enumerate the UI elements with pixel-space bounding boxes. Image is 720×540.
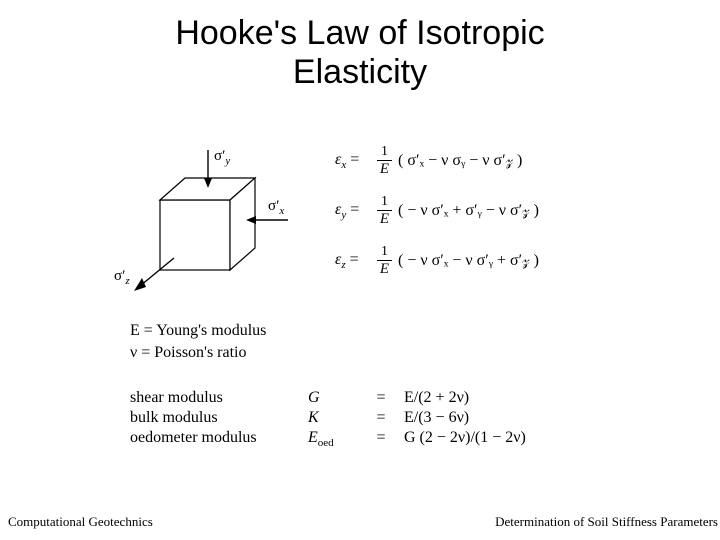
numerator: 1 [377,245,392,261]
modulus-symbol: Eoed [308,428,366,450]
modulus-name: shear modulus [130,388,308,408]
sigma-prime: σ′ [114,268,125,284]
modulus-symbol: G [308,388,366,408]
row-bulk-modulus: bulk modulus K = E/(3 − 6ν) [130,408,534,428]
denominator: E [380,261,389,277]
equals-sign: = [366,388,404,408]
sub-y: y [341,209,346,221]
sub-z: z [341,259,345,271]
numerator: 1 [377,145,392,161]
def-youngs-modulus: E = Young's modulus [130,320,266,342]
footer-right: Determination of Soil Stiffness Paramete… [495,514,718,530]
equals-sign: = [366,408,404,428]
slide-title: Hooke's Law of Isotropic Elasticity [0,0,720,92]
modulus-name: oedometer modulus [130,428,308,450]
fraction-1-over-E: 1 E [377,245,392,277]
sub-x: x [279,205,284,217]
footer-left: Computational Geotechnics [8,514,153,530]
title-line-1: Hooke's Law of Isotropic [175,14,544,52]
stress-cube-diagram: σ′y σ′x σ′z [120,150,290,305]
modulus-symbol: K [308,408,366,428]
equation-body: ( − ν σ′ₓ + σ′ᵧ − ν σ′𝓏 ) [398,202,539,220]
modulus-formula: G (2 − 2ν)/(1 − 2ν) [404,428,534,450]
modulus-name: bulk modulus [130,408,308,428]
sub-oed: oed [318,437,334,449]
numerator: 1 [377,195,392,211]
constant-definitions: E = Young's modulus ν = Poisson's ratio [130,320,266,365]
sym-e: E [308,429,318,446]
equals-sign: = [366,428,404,450]
equation-body: ( σ′ₓ − ν σᵧ − ν σ′𝓏 ) [398,152,522,170]
sub-y: y [225,155,230,167]
sigma-prime: σ′ [268,198,279,214]
row-shear-modulus: shear modulus G = E/(2 + 2ν) [130,388,534,408]
cube-label-sigma-z: σ′z [114,268,130,287]
equation-body: ( − ν σ′ₓ − ν σ′ᵧ + σ′𝓏 ) [398,252,539,270]
cube-label-sigma-y: σ′y [214,148,230,167]
cube-svg [120,150,290,300]
row-oedometer-modulus: oedometer modulus Eoed = G (2 − 2ν)/(1 −… [130,428,534,450]
sigma-prime: σ′ [214,148,225,164]
fraction-1-over-E: 1 E [377,145,392,177]
slide: Hooke's Law of Isotropic Elasticity σ′y [0,0,720,540]
def-poissons-ratio: ν = Poisson's ratio [130,342,266,364]
equation-epsilon-y: εy = 1 E ( − ν σ′ₓ + σ′ᵧ − ν σ′𝓏 ) [335,195,539,227]
denominator: E [380,211,389,227]
denominator: E [380,161,389,177]
sub-z: z [125,275,129,287]
equation-epsilon-z: εz = 1 E ( − ν σ′ₓ − ν σ′ᵧ + σ′𝓏 ) [335,245,539,277]
fraction-1-over-E: 1 E [377,195,392,227]
sub-x: x [341,159,346,171]
equation-epsilon-x: εx = 1 E ( σ′ₓ − ν σᵧ − ν σ′𝓏 ) [335,145,539,177]
modulus-formula: E/(2 + 2ν) [404,388,534,408]
hookes-law-equations: εx = 1 E ( σ′ₓ − ν σᵧ − ν σ′𝓏 ) εy = 1 E… [335,145,539,295]
derived-moduli-table: shear modulus G = E/(2 + 2ν) bulk modulu… [130,388,534,450]
title-line-2: Elasticity [293,53,427,91]
cube-label-sigma-x: σ′x [268,198,284,217]
modulus-formula: E/(3 − 6ν) [404,408,534,428]
